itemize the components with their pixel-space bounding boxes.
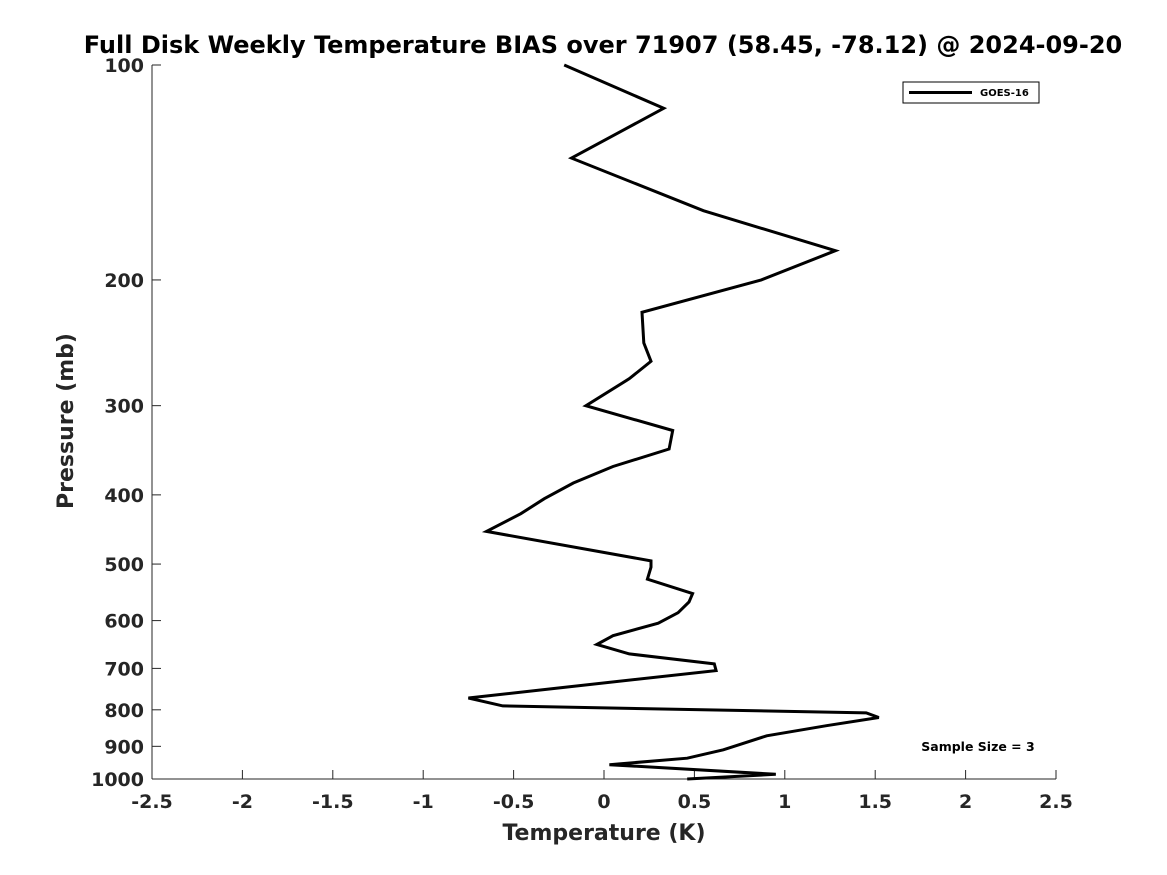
y-tick-label: 600	[104, 611, 144, 633]
series-group	[468, 63, 880, 781]
x-tick-label: -0.5	[493, 791, 535, 813]
y-axis-ticks: 100 200 300 400 500 600 700 800 900 1000	[91, 55, 161, 791]
x-tick-label: 2.5	[1039, 791, 1073, 813]
y-tick-label: 400	[104, 485, 144, 507]
y-axis-label: Pressure (mb)	[54, 333, 79, 509]
y-tick-label: 300	[104, 396, 144, 418]
y-tick-label: 800	[104, 700, 144, 722]
x-axis-ticks: -2.5 -2 -1.5 -1 -0.5 0 0.5 1 1.5 2 2.5	[131, 770, 1073, 813]
sample-size-annotation: Sample Size = 3	[921, 739, 1034, 754]
x-tick-label: 1	[778, 791, 791, 813]
x-tick-label: 1.5	[858, 791, 892, 813]
x-axis-label: Temperature (K)	[502, 821, 705, 846]
y-tick-label: 900	[104, 736, 144, 758]
y-tick-label: 700	[104, 658, 144, 680]
x-tick-label: -1	[413, 791, 434, 813]
y-tick-label: 100	[104, 55, 144, 77]
y-tick-label: 500	[104, 554, 144, 576]
legend-label-goes-16: GOES-16	[980, 88, 1029, 99]
x-tick-label: -2.5	[131, 791, 173, 813]
y-tick-label: 1000	[91, 769, 144, 791]
x-tick-label: 0	[597, 791, 610, 813]
legend: GOES-16	[902, 81, 1040, 104]
chart-title: Full Disk Weekly Temperature BIAS over 7…	[84, 31, 1123, 59]
series-line-goes-16	[468, 63, 880, 781]
y-tick-label: 200	[104, 270, 144, 292]
x-tick-label: -2	[232, 791, 253, 813]
x-tick-label: 2	[959, 791, 972, 813]
x-tick-label: 0.5	[678, 791, 712, 813]
x-tick-label: -1.5	[312, 791, 354, 813]
